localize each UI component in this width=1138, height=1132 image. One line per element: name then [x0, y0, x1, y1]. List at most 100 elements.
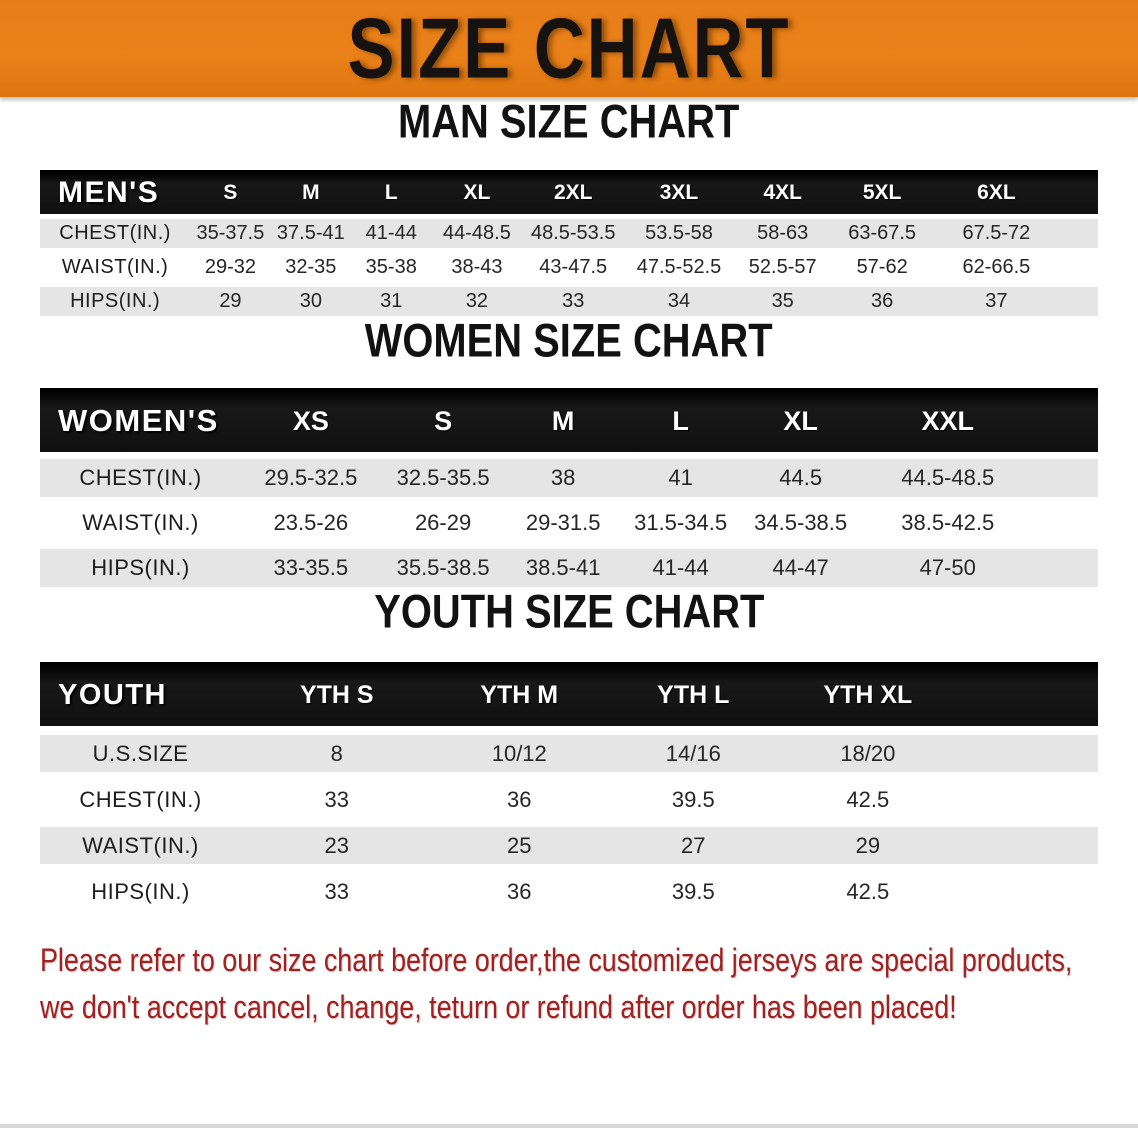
youth-table-header-row: YOUTH YTH S YTH M YTH L YTH XL: [40, 662, 1098, 726]
women-size-table: WOMEN'S XS S M L XL XXL CHEST(IN.) 29.5-…: [40, 388, 1098, 587]
size-value-cell: 62-66.5: [962, 256, 1031, 278]
size-value-cell: 44.5-48.5: [901, 465, 995, 490]
women-corner-label: WOMEN'S: [58, 403, 219, 438]
size-value-cell: 38.5-42.5: [901, 510, 995, 535]
men-size-column-header: 2XL: [553, 181, 593, 204]
size-value-cell: 31: [380, 290, 403, 312]
disclaimer-line-1: Please refer to our size chart before or…: [40, 942, 1073, 978]
size-value-cell: 41: [668, 465, 693, 490]
women-size-column-header: XS: [292, 405, 329, 436]
size-value-cell: 43-47.5: [539, 256, 608, 278]
size-value-cell: 37: [985, 290, 1008, 312]
size-value-cell: 38: [550, 465, 576, 490]
men-section-heading: MAN SIZE CHART: [0, 95, 1138, 148]
men-table-header-row: MEN'S S M L XL 2XL 3XL 4XL 5XL 6XL: [40, 170, 1098, 214]
youth-size-table: YOUTH YTH S YTH M YTH L YTH XL U.S.SIZE …: [40, 662, 1098, 910]
men-hips-row: HIPS(IN.) 29 30 31 32 33 34 35 36 37: [40, 287, 1098, 316]
youth-size-column-header: YTH M: [480, 680, 559, 709]
men-size-table: MEN'S S M L XL 2XL 3XL 4XL 5XL 6XL CHEST…: [40, 170, 1098, 316]
youth-ussize-row: U.S.SIZE 8 10/12 14/16 18/20: [40, 735, 1098, 772]
size-value-cell: 33: [324, 786, 349, 812]
men-size-column-header: S: [223, 181, 238, 204]
row-label: HIPS(IN.): [91, 555, 190, 580]
women-hips-row: HIPS(IN.) 33-35.5 35.5-38.5 38.5-41 41-4…: [40, 549, 1098, 587]
disclaimer-line-2: we don't accept cancel, change, teturn o…: [40, 989, 957, 1025]
women-size-column-header: XXL: [921, 405, 974, 436]
size-value-cell: 33: [562, 290, 585, 312]
size-value-cell: 41-44: [652, 555, 709, 580]
size-value-cell: 29-32: [204, 256, 257, 278]
youth-size-column-header: YTH XL: [823, 680, 913, 709]
size-value-cell: 29: [219, 290, 242, 312]
size-value-cell: 34: [667, 290, 691, 312]
women-size-column-header: XL: [783, 405, 818, 436]
size-value-cell: 27: [681, 832, 706, 858]
size-value-cell: 39.5: [671, 786, 715, 812]
size-value-cell: 42.5: [846, 878, 890, 904]
size-value-cell: 25: [507, 832, 532, 858]
women-section-heading-text: WOMEN SIZE CHART: [365, 314, 773, 367]
row-label: WAIST(IN.): [61, 256, 169, 278]
size-value-cell: 48.5-53.5: [530, 222, 616, 244]
row-label: CHEST(IN.): [79, 786, 202, 812]
size-value-cell: 44-48.5: [443, 222, 511, 244]
size-value-cell: 39.5: [671, 878, 715, 904]
size-value-cell: 33: [324, 878, 349, 904]
size-value-cell: 10/12: [491, 740, 547, 766]
row-label: WAIST(IN.): [82, 832, 199, 858]
men-section-heading-text: MAN SIZE CHART: [398, 95, 740, 148]
size-value-cell: 35-37.5: [196, 222, 265, 244]
size-value-cell: 29: [855, 832, 881, 858]
size-value-cell: 32-35: [285, 256, 337, 278]
row-label: WAIST(IN.): [82, 510, 199, 535]
size-value-cell: 35.5-38.5: [396, 555, 490, 580]
size-value-cell: 35: [771, 290, 794, 312]
size-value-cell: 14/16: [665, 740, 721, 766]
size-value-cell: 31.5-34.5: [634, 510, 728, 535]
bottom-divider: [0, 1124, 1138, 1128]
women-table-header-row: WOMEN'S XS S M L XL XXL: [40, 388, 1098, 452]
youth-section-heading-text: YOUTH SIZE CHART: [373, 585, 765, 638]
size-value-cell: 34.5-38.5: [754, 510, 848, 535]
size-value-cell: 23.5-26: [273, 510, 349, 535]
women-size-column-header: L: [672, 405, 689, 436]
size-value-cell: 30: [299, 290, 322, 312]
size-value-cell: 36: [507, 786, 532, 812]
size-value-cell: 38-43: [451, 256, 503, 278]
youth-chest-row: CHEST(IN.) 33 36 39.5 42.5: [40, 781, 1098, 818]
size-value-cell: 44.5: [779, 465, 823, 490]
row-label: U.S.SIZE: [92, 740, 189, 766]
youth-size-column-header: YTH L: [657, 680, 730, 709]
row-label: HIPS(IN.): [91, 878, 190, 904]
size-value-cell: 38.5-41: [525, 555, 601, 580]
men-size-column-header: 5XL: [862, 181, 902, 204]
size-value-cell: 37.5-41: [276, 222, 345, 244]
men-size-column-header: 6XL: [977, 181, 1016, 204]
youth-hips-row: HIPS(IN.) 33 36 39.5 42.5: [40, 873, 1098, 910]
size-value-cell: 57-62: [856, 256, 908, 278]
women-section-heading: WOMEN SIZE CHART: [0, 314, 1138, 367]
size-value-cell: 53.5-58: [645, 222, 713, 244]
row-label: CHEST(IN.): [59, 222, 171, 244]
banner-title: SIZE CHART: [347, 1, 791, 96]
youth-size-column-header: YTH S: [299, 680, 374, 709]
size-value-cell: 8: [330, 740, 343, 766]
size-value-cell: 29.5-32.5: [264, 465, 358, 490]
size-value-cell: 42.5: [846, 786, 890, 812]
women-size-column-header: S: [434, 405, 453, 436]
men-chest-row: CHEST(IN.) 35-37.5 37.5-41 41-44 44-48.5…: [40, 219, 1098, 248]
men-size-column-header: XL: [463, 181, 491, 204]
size-value-cell: 36: [507, 878, 532, 904]
row-label: CHEST(IN.): [79, 465, 202, 490]
size-value-cell: 33-35.5: [273, 555, 349, 580]
men-size-column-header: 4XL: [763, 181, 802, 204]
size-value-cell: 29-31.5: [525, 510, 601, 535]
men-waist-row: WAIST(IN.) 29-32 32-35 35-38 38-43 43-47…: [40, 253, 1098, 282]
banner: SIZE CHART: [0, 0, 1138, 97]
size-value-cell: 32.5-35.5: [396, 465, 490, 490]
disclaimer-text: Please refer to our size chart before or…: [40, 937, 1128, 1031]
size-value-cell: 58-63: [757, 222, 809, 244]
size-value-cell: 47.5-52.5: [636, 256, 722, 278]
size-value-cell: 18/20: [840, 740, 896, 766]
